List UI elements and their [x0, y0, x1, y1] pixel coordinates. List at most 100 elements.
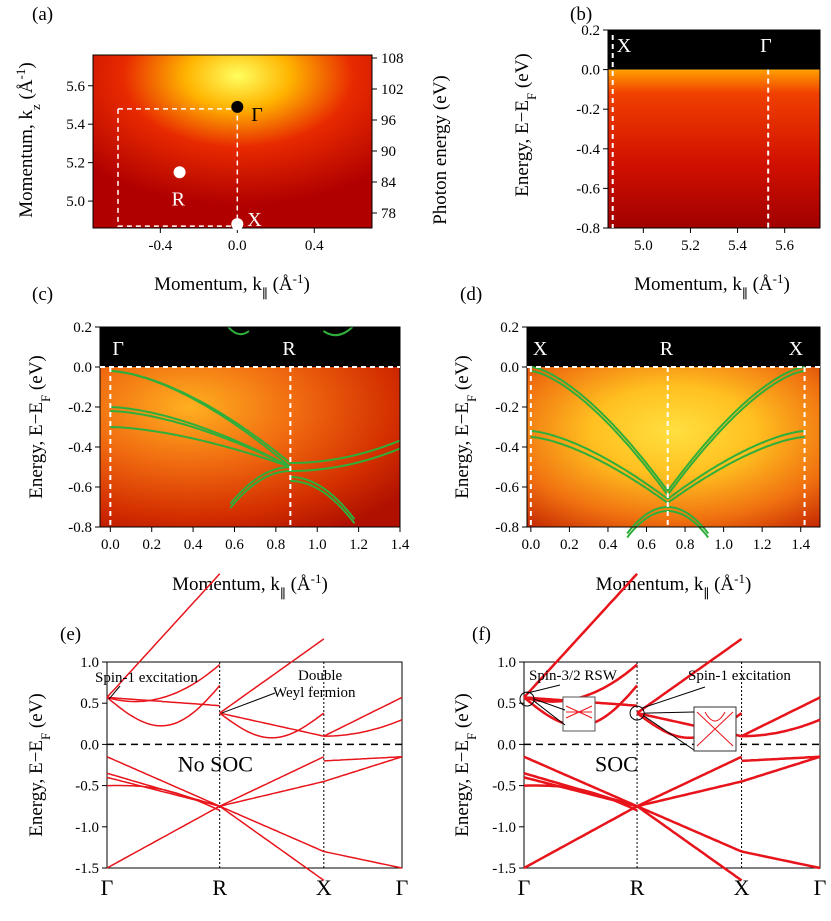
- band-line: [530, 436, 669, 504]
- x-tick-label: R: [630, 875, 645, 900]
- axes-frame-b: [607, 29, 821, 229]
- x-tick-label: 1.2: [349, 537, 368, 553]
- heatmap-a: [93, 55, 372, 228]
- x-tick-label: 0.8: [676, 537, 695, 553]
- band-line: [219, 712, 325, 739]
- y-tick-label: -0.6: [68, 480, 92, 496]
- y-tick-label: -0.6: [576, 181, 600, 197]
- heatmap-b: [608, 69, 820, 228]
- above-fermi-b: [608, 30, 820, 70]
- point-label: R: [172, 188, 186, 210]
- band-line: [741, 755, 821, 783]
- x-tick-label: 0.4: [599, 537, 618, 553]
- x-tick-label: 0.0: [228, 238, 247, 254]
- x-tick-label: Γ: [814, 875, 827, 900]
- axes-frame: [526, 326, 821, 528]
- point-R: [173, 166, 186, 179]
- axes-frame-a: [92, 54, 373, 229]
- x-tick-label: 0.2: [560, 537, 579, 553]
- annotation-arrow: [221, 692, 276, 714]
- inset-bands: [696, 711, 734, 747]
- annotation: Double: [298, 668, 343, 684]
- panel-label: (e): [60, 624, 81, 645]
- band-line: [741, 850, 821, 870]
- band-line: [106, 805, 221, 869]
- band-line: [323, 756, 403, 762]
- annotation: Weyl fermion: [273, 685, 356, 701]
- point-X: [231, 218, 244, 231]
- x-tick-label: X: [316, 875, 332, 900]
- dft-bands: [106, 573, 403, 882]
- y-axis-title: Momentum, kz (Å-1): [13, 62, 43, 217]
- band-line: [530, 366, 669, 492]
- panel-label: (a): [32, 4, 53, 25]
- panel-label: (b): [570, 4, 592, 25]
- y-tick-label: -0.4: [576, 142, 600, 158]
- panel-d: X R X0.20.0-0.2-0.4-0.6-0.80.0 0.2 0.4 0.6 0.8…: [452, 284, 821, 601]
- band-line: [530, 370, 669, 496]
- y-tick-label: 0.0: [80, 737, 99, 753]
- zone-boundary: [117, 108, 239, 227]
- point-label: Γ: [251, 104, 263, 126]
- panel-a: 5.0 5.2 5.4 5.6 -0.4 0.0 0.4 78 84 90 96 102 108 Γ R X (…: [13, 4, 452, 301]
- y2-tick-label: 84: [381, 175, 397, 191]
- band-line: [323, 850, 403, 869]
- y2-tick-label: 102: [381, 82, 404, 98]
- point-label: X: [617, 35, 632, 57]
- y2-tick-label: 96: [381, 113, 397, 129]
- y-tick-label: -1.5: [75, 861, 99, 877]
- y-tick-label: 0.0: [497, 737, 516, 753]
- y-tick-label: -1.5: [492, 861, 516, 877]
- band-line: [110, 426, 291, 468]
- band-line: [219, 805, 325, 853]
- y-tick-label: 1.0: [80, 655, 99, 671]
- panel-label: (f): [472, 624, 491, 645]
- point-Γ: [231, 100, 244, 113]
- annotation: Spin-3/2 RSW: [529, 668, 618, 684]
- annotation-arrow: [108, 685, 121, 700]
- y-tick-label: -0.2: [68, 400, 92, 416]
- band-line: [106, 684, 221, 727]
- inset-box: [562, 696, 596, 732]
- annotation: Spin-1 excitation: [688, 668, 791, 684]
- band-line: [666, 370, 805, 496]
- y-tick-label: 0.2: [581, 23, 600, 39]
- axes-frame: [523, 661, 821, 869]
- band-line: [666, 366, 805, 492]
- x-tick-label: Γ: [101, 875, 114, 900]
- x-axis-title: Momentum, k∥ (Å-1): [154, 271, 310, 301]
- annotation-arrow: [643, 715, 695, 751]
- band-line: [667, 436, 805, 504]
- x-tick-label: 0.8: [266, 537, 285, 553]
- band-line: [741, 696, 821, 738]
- annotation-arrow: [526, 684, 561, 694]
- band-line: [741, 755, 821, 763]
- panel-c: Γ R 0.2 0.0 -0.2 -0.4 -0.6 -0.8 0.0 0.2 0.4 0.6 0.8 1…: [26, 284, 410, 601]
- band-line: [323, 696, 403, 737]
- y2-tick-label: 90: [381, 144, 396, 160]
- band-line: [110, 410, 291, 468]
- y-tick-label: -0.4: [68, 440, 92, 456]
- x-axis-title: Momentum, k∥ (Å-1): [634, 271, 790, 301]
- x-tick-label: X: [734, 875, 750, 900]
- x-tick-label: 0.2: [142, 537, 161, 553]
- point-label: X: [533, 338, 548, 360]
- x-tick-label: -0.4: [148, 238, 172, 254]
- y-tick-label: -0.8: [68, 520, 92, 536]
- panel-label: (d): [460, 284, 482, 305]
- band-line: [219, 712, 324, 737]
- x-axis-title: Momentum, k∥ (Å-1): [172, 571, 328, 601]
- y-tick-label: -0.2: [576, 102, 600, 118]
- band-line: [524, 784, 638, 812]
- band-line: [322, 326, 354, 337]
- axes-frame: [99, 326, 401, 528]
- y-axis-title: Energy, E−EF (eV): [26, 355, 53, 499]
- x-tick-label: 0.0: [521, 537, 540, 553]
- y-tick-label: 0.5: [80, 696, 99, 712]
- y-tick-label: 0.2: [73, 320, 92, 336]
- y-tick-label: 1.0: [497, 655, 516, 671]
- annotation-arrow: [533, 698, 566, 711]
- band-line: [323, 756, 403, 783]
